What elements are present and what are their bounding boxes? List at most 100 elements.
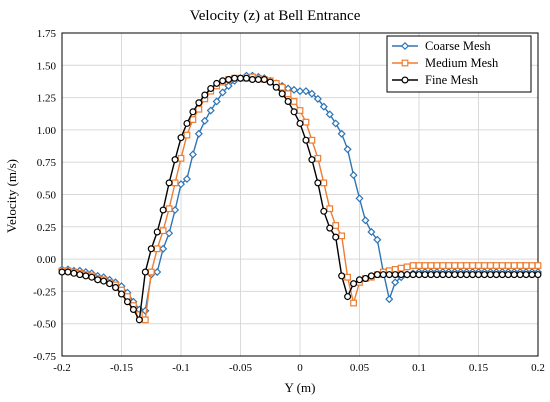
data-point-coarse-mesh (295, 87, 305, 96)
data-point-fine-mesh (504, 271, 512, 279)
data-point-coarse-mesh (325, 110, 334, 119)
data-point-fine-mesh (415, 271, 423, 279)
data-point-coarse-mesh (301, 87, 310, 96)
data-point-medium-mesh (492, 262, 500, 269)
data-point-fine-mesh (201, 91, 209, 99)
data-point-fine-mesh (248, 76, 256, 84)
data-point-coarse-mesh (290, 85, 299, 94)
legend-marker (401, 76, 409, 84)
legend-label: Fine Mesh (425, 73, 479, 87)
data-point-medium-mesh (320, 179, 328, 187)
data-point-medium-mesh (534, 262, 542, 269)
x-tick-label: -0.15 (110, 362, 133, 374)
y-tick-label: 0.00 (37, 254, 57, 266)
data-point-fine-mesh (379, 271, 387, 279)
data-point-medium-mesh (159, 227, 167, 235)
data-point-fine-mesh (344, 293, 352, 301)
chart-title: Velocity (z) at Bell Entrance (190, 8, 361, 24)
data-point-coarse-mesh (212, 97, 221, 106)
y-tick-label: 1.00 (37, 125, 57, 137)
data-point-medium-mesh (189, 116, 197, 123)
x-tick-label: 0.1 (412, 362, 426, 374)
legend: Coarse Mesh Medium Mesh Fine Mesh (386, 35, 532, 93)
data-point-medium-mesh (314, 154, 322, 162)
data-point-fine-mesh (237, 74, 245, 82)
data-point-coarse-mesh (367, 227, 376, 237)
data-point-fine-mesh (189, 108, 197, 116)
data-point-fine-mesh (475, 271, 483, 279)
data-point-fine-mesh (332, 233, 340, 241)
data-point-coarse-mesh (182, 174, 191, 184)
data-point-fine-mesh (94, 276, 102, 284)
data-point-coarse-mesh (224, 81, 233, 91)
data-point-medium-mesh (457, 262, 465, 269)
data-point-medium-mesh (415, 262, 423, 269)
data-point-fine-mesh (516, 271, 524, 279)
data-point-fine-mesh (260, 76, 268, 84)
data-point-coarse-mesh (307, 89, 316, 98)
data-point-coarse-mesh (176, 180, 186, 189)
data-point-medium-mesh (350, 299, 357, 307)
data-point-coarse-mesh (206, 106, 215, 115)
data-point-fine-mesh (147, 245, 155, 253)
data-point-fine-mesh (391, 271, 399, 279)
data-point-fine-mesh (64, 268, 72, 276)
data-point-fine-mesh (195, 99, 203, 107)
data-point-fine-mesh (177, 134, 185, 142)
data-point-coarse-mesh (355, 194, 364, 203)
data-point-fine-mesh (231, 74, 239, 82)
data-point-medium-mesh (147, 268, 155, 276)
data-point-medium-mesh (278, 83, 286, 91)
data-point-medium-mesh (397, 264, 405, 272)
data-point-fine-mesh (486, 271, 494, 279)
x-axis-label: Y (m) (285, 380, 316, 395)
y-tick-label: -0.25 (33, 286, 56, 298)
data-point-fine-mesh (326, 224, 334, 232)
data-point-medium-mesh (516, 262, 524, 269)
data-point-coarse-mesh (218, 88, 227, 97)
data-point-fine-mesh (534, 271, 542, 279)
series-fine-mesh (58, 74, 542, 324)
data-point-medium-mesh (403, 263, 411, 271)
data-point-medium-mesh (296, 107, 304, 114)
data-point-fine-mesh (350, 280, 358, 288)
x-tick-label: 0.2 (531, 362, 545, 374)
data-point-medium-mesh (433, 262, 441, 269)
data-point-medium-mesh (338, 232, 346, 240)
data-point-fine-mesh (82, 272, 90, 280)
data-point-medium-mesh (451, 262, 459, 269)
data-point-medium-mesh (195, 105, 203, 113)
y-tick-label: 1.25 (37, 93, 57, 105)
data-point-medium-mesh (171, 179, 179, 187)
legend-label: Coarse Mesh (425, 39, 491, 53)
x-tick-label: -0.05 (229, 362, 252, 374)
data-point-coarse-mesh (349, 171, 358, 180)
data-point-medium-mesh (344, 273, 351, 281)
data-point-fine-mesh (302, 136, 310, 144)
data-point-fine-mesh (165, 179, 173, 187)
data-point-coarse-mesh (361, 216, 370, 225)
data-point-coarse-mesh (331, 119, 340, 128)
x-tick-label: -0.1 (172, 362, 189, 374)
data-point-fine-mesh (439, 271, 447, 279)
data-point-coarse-mesh (337, 129, 346, 138)
data-point-fine-mesh (320, 207, 328, 215)
data-point-medium-mesh (290, 98, 298, 105)
y-tick-label: 0.50 (37, 190, 57, 202)
data-point-medium-mesh (153, 245, 161, 253)
data-point-fine-mesh (290, 108, 298, 116)
x-tick-label: -0.2 (53, 362, 70, 374)
data-point-fine-mesh (254, 76, 262, 84)
data-point-medium-mesh (183, 131, 191, 139)
data-point-medium-mesh (463, 262, 470, 269)
data-point-coarse-mesh (343, 145, 352, 154)
data-point-medium-mesh (141, 316, 149, 324)
data-point-coarse-mesh (319, 102, 328, 111)
data-point-fine-mesh (76, 271, 84, 279)
y-axis-label: Velocity (m/s) (4, 159, 19, 233)
data-point-fine-mesh (373, 271, 381, 279)
data-point-medium-mesh (308, 136, 316, 144)
data-point-fine-mesh (522, 271, 530, 279)
data-point-coarse-mesh (373, 235, 382, 244)
